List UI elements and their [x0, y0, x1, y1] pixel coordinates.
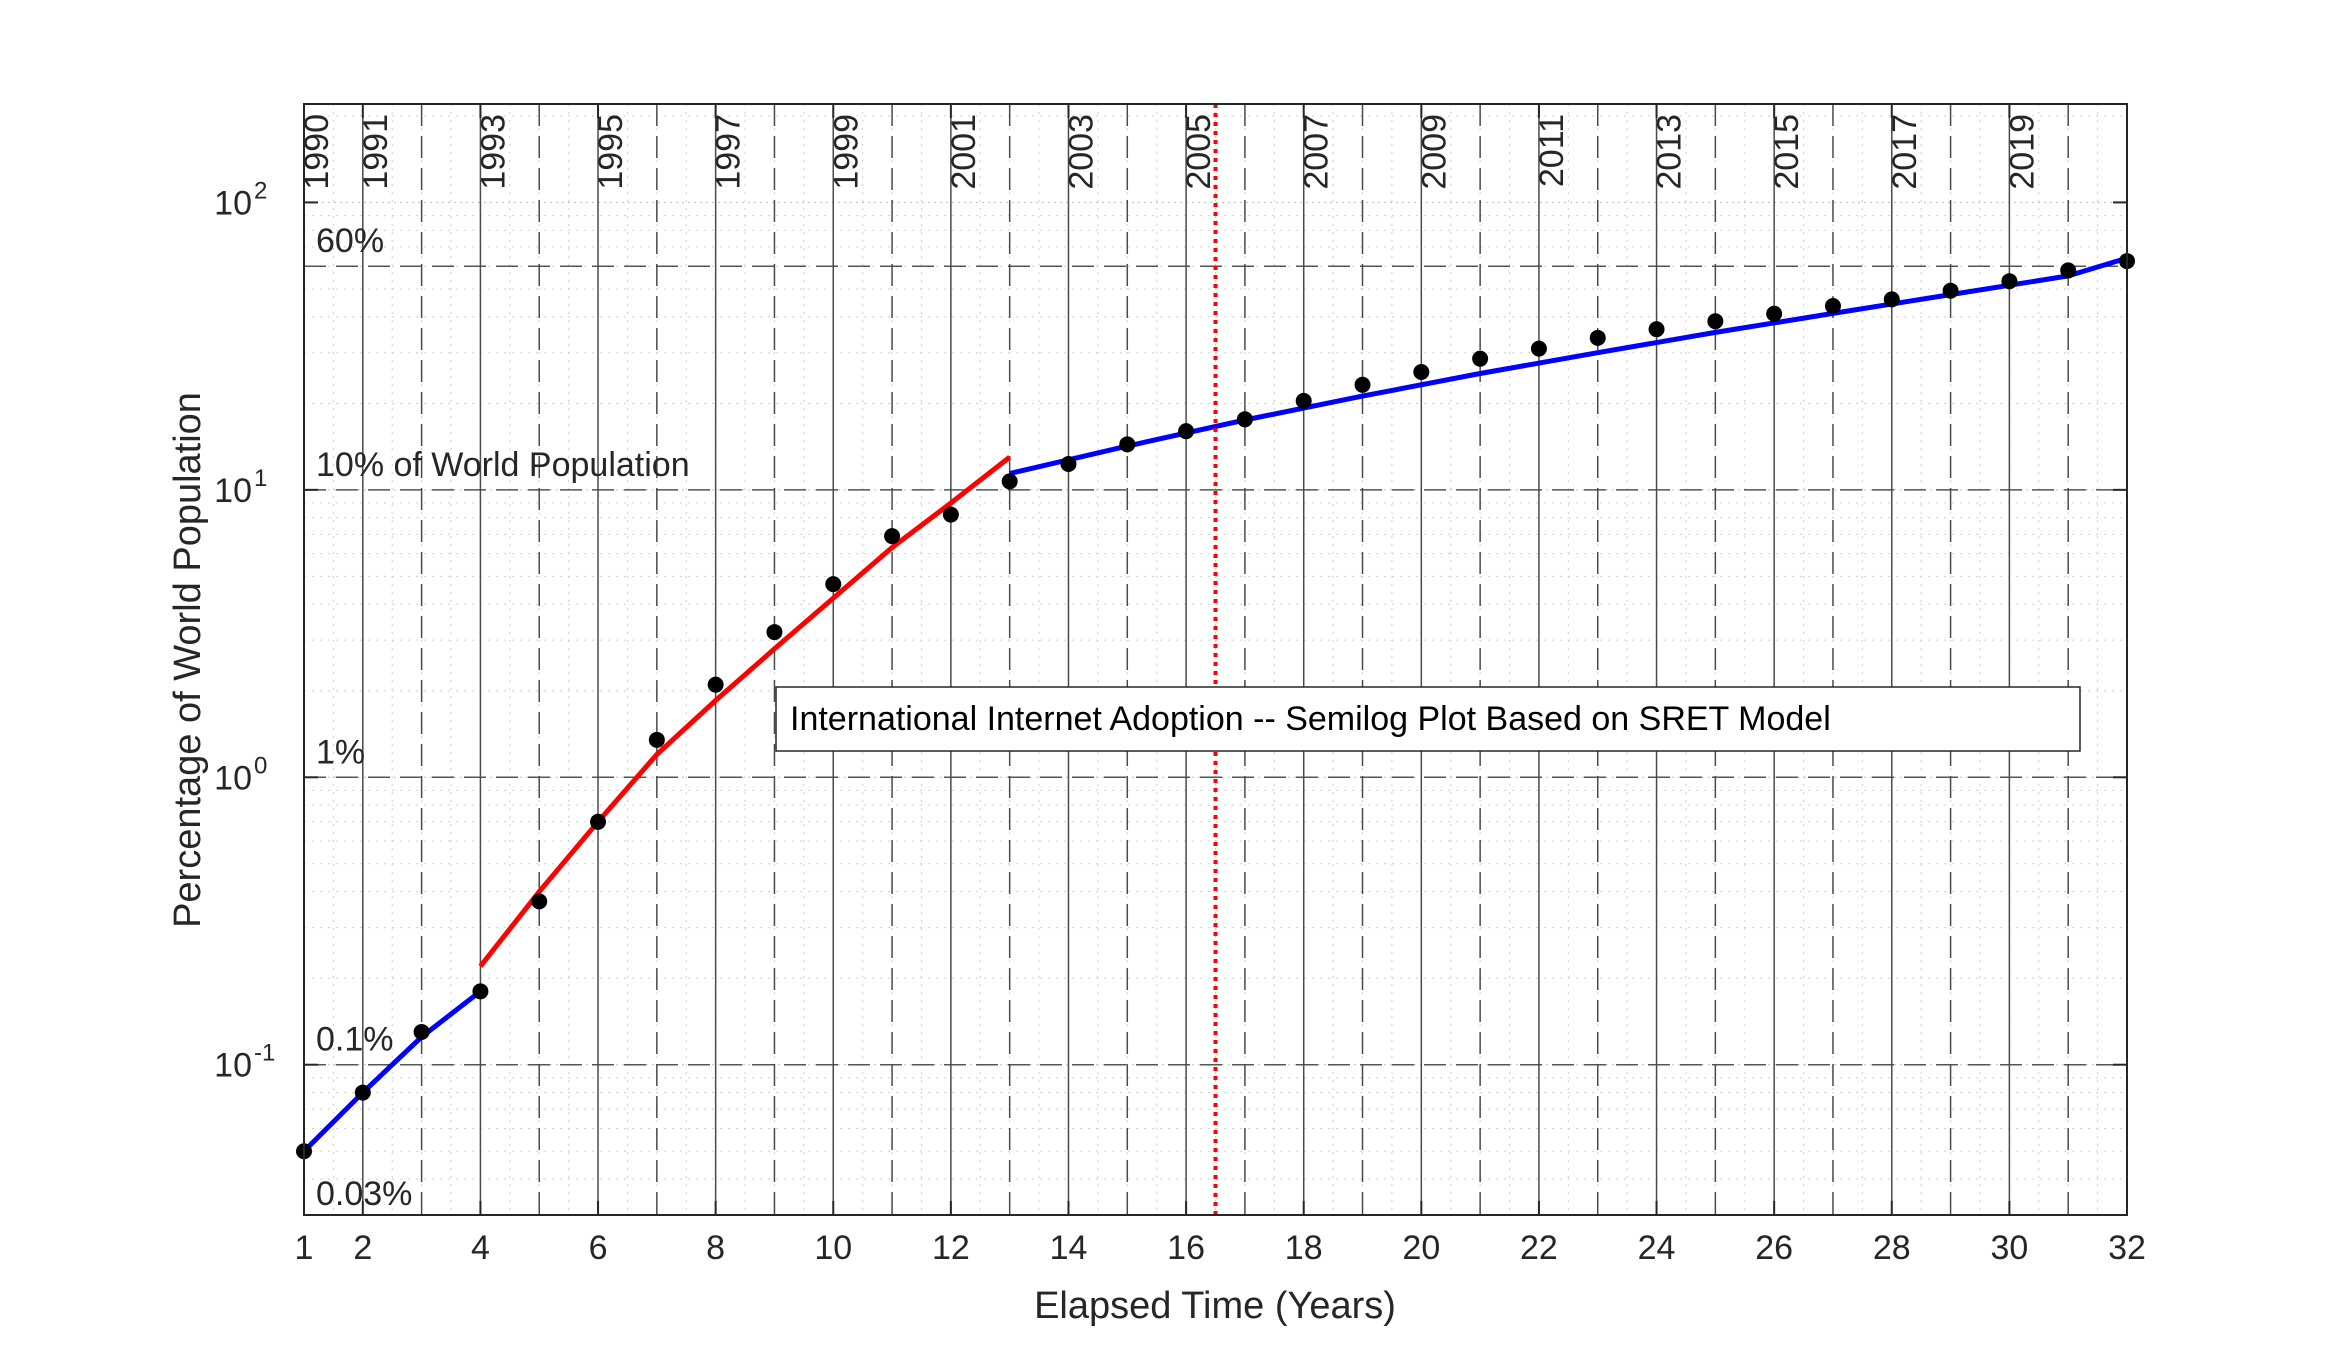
percentage-labels: 60% 10% of World Population 1% 0.1% 0.03% [316, 222, 690, 1213]
data-point [1060, 456, 1077, 473]
x-tick-label: 22 [1520, 1229, 1558, 1267]
year-label: 1991 [357, 114, 395, 190]
model-curves [302, 255, 2128, 1153]
data-point [942, 506, 959, 523]
year-label: 2017 [1886, 114, 1924, 190]
data-point [707, 676, 724, 693]
year-label: 1993 [474, 114, 512, 190]
x-tick-label: 14 [1050, 1229, 1088, 1267]
x-tick-label: 6 [589, 1229, 608, 1267]
x-tick-label: 32 [2108, 1229, 2146, 1267]
x-tick-label: 28 [1873, 1229, 1911, 1267]
data-point [2060, 262, 2077, 279]
data-point [1707, 313, 1724, 330]
data-point [2001, 273, 2018, 290]
data-point [1119, 436, 1136, 453]
x-tick-label: 24 [1638, 1229, 1676, 1267]
data-point [1413, 364, 1430, 381]
data-point [531, 893, 548, 910]
data-point [1472, 350, 1489, 367]
x-tick-label: 10 [814, 1229, 852, 1267]
year-label: 2011 [1533, 114, 1571, 187]
x-tick-label: 2 [353, 1229, 372, 1267]
model-curve [302, 989, 482, 1153]
y-tick-label-base: 10 [214, 1047, 252, 1085]
y-tick-label-exponent: 2 [254, 177, 267, 204]
model-curve [478, 455, 1012, 968]
year-label: 2001 [945, 114, 983, 190]
x-tick-label: 18 [1285, 1229, 1323, 1267]
y-tick-label-exponent: -1 [254, 1040, 275, 1067]
x-axis-label: Elapsed Time (Years) [1034, 1285, 1396, 1327]
annotation-box: International Internet Adoption -- Semil… [775, 686, 2081, 752]
year-label: 2013 [1651, 114, 1689, 190]
data-point [1178, 423, 1195, 440]
data-point [766, 624, 783, 641]
year-label: 2015 [1768, 114, 1806, 190]
year-label: 1997 [710, 114, 748, 190]
data-point [884, 528, 901, 545]
x-tick-label: 8 [706, 1229, 725, 1267]
y-tick-label-exponent: 1 [254, 465, 267, 492]
data-point [413, 1023, 430, 1040]
data-point [590, 813, 607, 830]
x-axis-ticks: 1 2 4 6 8 10 12 14 16 18 20 22 24 26 28 30 32 [295, 104, 2146, 1267]
data-point [1824, 298, 1841, 315]
data-point [1001, 473, 1018, 490]
data-point [1354, 376, 1371, 393]
year-label: 2007 [1298, 114, 1336, 190]
year-label: 2019 [2003, 114, 2041, 190]
annotation-text: International Internet Adoption -- Semil… [790, 700, 1831, 738]
data-point [472, 983, 489, 1000]
percentage-label: 0.03% [316, 1175, 412, 1213]
data-point [648, 731, 665, 748]
model-curve [1009, 255, 2128, 476]
year-label: 1995 [592, 114, 630, 190]
data-point [1236, 411, 1253, 428]
data-point [1589, 329, 1606, 346]
x-tick-label: 12 [932, 1229, 970, 1267]
y-tick-label-base: 10 [214, 472, 252, 510]
data-point [1942, 282, 1959, 299]
year-marker-lines [303, 104, 2069, 1215]
x-tick-label: 16 [1167, 1229, 1205, 1267]
x-tick-label: 30 [1990, 1229, 2028, 1267]
year-label: 2003 [1062, 114, 1100, 190]
annotation-border [775, 686, 2081, 752]
data-point [1883, 291, 1900, 308]
x-tick-label: 26 [1755, 1229, 1793, 1267]
year-label: 1999 [827, 114, 865, 190]
data-point [1530, 340, 1547, 357]
data-point [825, 576, 842, 593]
y-tick-label-base: 10 [214, 184, 252, 222]
y-tick-label-exponent: 0 [254, 752, 267, 779]
y-tick-label-base: 10 [214, 759, 252, 797]
x-tick-label: 20 [1402, 1229, 1440, 1267]
percentage-label: 1% [316, 733, 365, 771]
percentage-label: 10% of World Population [316, 446, 690, 484]
plot-frame [303, 103, 2128, 1216]
data-point [1766, 305, 1783, 322]
x-tick-label: 1 [295, 1229, 314, 1267]
data-point [354, 1084, 371, 1101]
x-tick-label: 4 [471, 1229, 490, 1267]
percentage-label: 0.1% [316, 1021, 394, 1059]
year-label: 2005 [1180, 114, 1218, 190]
percentage-label: 60% [316, 222, 384, 260]
data-point [1648, 321, 1665, 338]
data-point [1295, 392, 1312, 409]
y-axis-label: Percentage of World Population [167, 392, 209, 928]
year-label: 2009 [1415, 114, 1453, 190]
year-labels: 1990 1991 1993 1995 1997 1999 2001 2003 2005 2007… [298, 114, 2041, 190]
